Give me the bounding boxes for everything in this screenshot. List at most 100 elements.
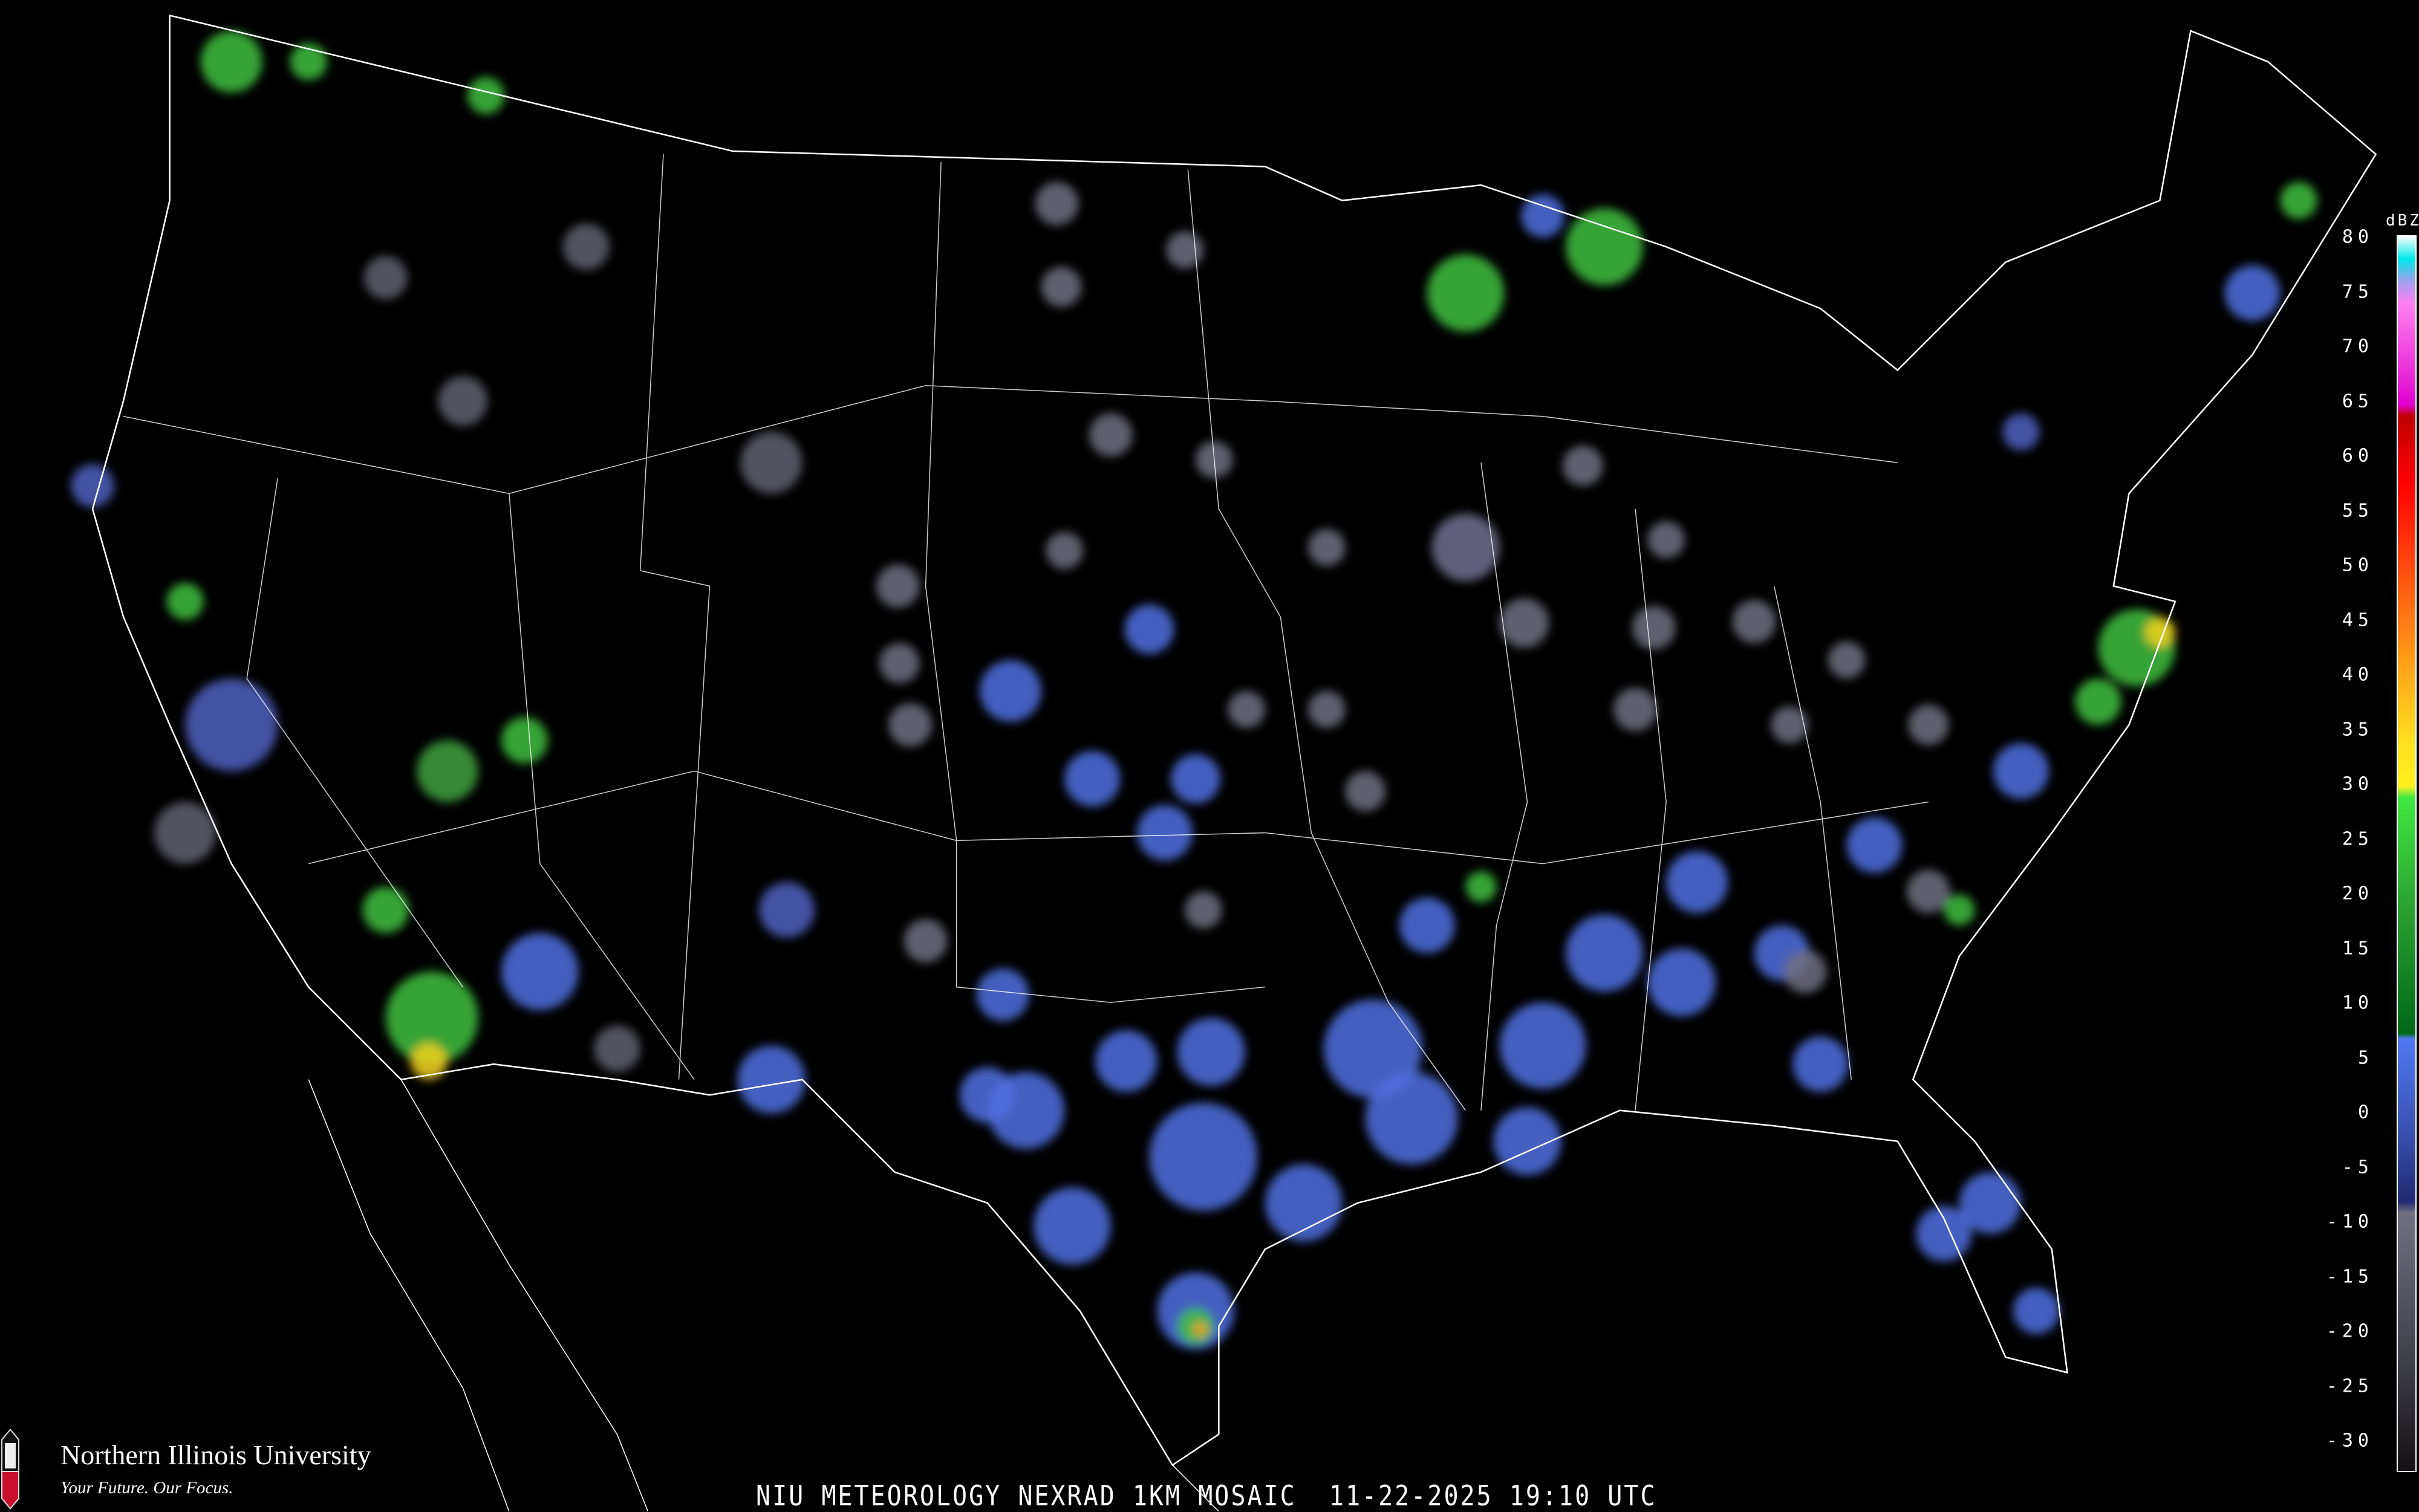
legend-tick-label: 75 xyxy=(2342,281,2374,302)
dbz-color-scale xyxy=(2397,235,2417,1472)
legend-tick-label: 25 xyxy=(2342,828,2374,849)
radar-echo xyxy=(1365,1071,1458,1165)
legend-tick-label: -20 xyxy=(2326,1320,2374,1342)
radar-echo xyxy=(2144,617,2175,648)
radar-echo xyxy=(2013,1288,2060,1334)
legend-tick-label: 50 xyxy=(2342,554,2374,576)
radar-echo xyxy=(1185,891,1222,929)
radar-echo xyxy=(1771,706,1808,744)
radar-echo xyxy=(1828,641,1866,679)
state-borders xyxy=(123,154,1929,1111)
radar-echo xyxy=(1465,871,1497,903)
radar-echo xyxy=(1907,869,1950,913)
radar-echo xyxy=(364,256,408,299)
radar-echo xyxy=(2002,413,2040,450)
radar-echo xyxy=(1308,529,1346,566)
radar-echo xyxy=(1427,254,1505,332)
radar-echo xyxy=(71,464,114,508)
legend-tick-label: 45 xyxy=(2342,609,2374,631)
caption-date: 11-22-2025 xyxy=(1329,1480,1493,1512)
us-outline xyxy=(91,14,2377,1467)
radar-echo xyxy=(1137,805,1193,861)
radar-echo xyxy=(1499,1002,1586,1089)
legend-tick-label: 30 xyxy=(2342,773,2374,795)
radar-echo xyxy=(1846,817,1903,873)
legend-tick-label: 10 xyxy=(2342,992,2374,1014)
radar-echo xyxy=(1908,704,1949,745)
radar-echo xyxy=(740,432,803,494)
radar-echo xyxy=(1192,1322,1208,1337)
radar-echo xyxy=(1149,1102,1258,1211)
legend-tick-label: 40 xyxy=(2342,664,2374,686)
radar-echo xyxy=(888,703,932,747)
caption-time: 19:10 UTC xyxy=(1509,1480,1657,1512)
legend-tick-label: 0 xyxy=(2357,1102,2374,1123)
radar-echo xyxy=(1265,1164,1343,1242)
radar-echo xyxy=(903,919,948,962)
legend-tick-label: 65 xyxy=(2342,391,2374,412)
radar-echo xyxy=(879,643,920,684)
radar-echo xyxy=(2075,678,2121,725)
radar-echo xyxy=(1944,894,1975,926)
legend-tick-label: 20 xyxy=(2342,883,2374,904)
radar-echo xyxy=(1124,605,1174,654)
radar-echo xyxy=(876,564,920,608)
niu-logo-icon xyxy=(1,1429,19,1510)
radar-echo xyxy=(563,223,610,270)
radar-echo xyxy=(1959,1172,2021,1234)
legend-tick-label: 55 xyxy=(2342,500,2374,521)
radar-echo xyxy=(1563,446,1603,486)
legend-tick-label: 70 xyxy=(2342,336,2374,357)
radar-echo xyxy=(416,740,478,802)
radar-echo xyxy=(185,678,278,771)
radar-echo xyxy=(1228,690,1265,728)
radar-echo xyxy=(1732,600,1776,643)
radar-echo xyxy=(1035,182,1079,226)
legend-unit-label: dBZ xyxy=(2386,212,2419,230)
caption-title: NIU METEOROLOGY NEXRAD 1KM MOSAIC xyxy=(756,1480,1297,1512)
logo-tagline: Your Future. Our Focus. xyxy=(60,1478,233,1497)
legend-tick-label: 35 xyxy=(2342,719,2374,740)
radar-echo xyxy=(1993,743,2049,799)
radar-echo xyxy=(1499,598,1549,648)
radar-echo xyxy=(362,886,409,933)
map-caption: NIU METEOROLOGY NEXRAD 1KM MOSAIC 11-22-… xyxy=(756,1481,1657,1512)
radar-echo xyxy=(1034,1187,1111,1265)
radar-echo xyxy=(438,376,488,426)
legend-tick-label: 15 xyxy=(2342,938,2374,959)
radar-echo xyxy=(1171,754,1220,804)
radar-echo xyxy=(1521,194,1564,238)
legend-tick-label: 80 xyxy=(2342,226,2374,248)
mexico-coastline xyxy=(308,1079,1219,1511)
radar-echo xyxy=(1647,521,1685,559)
radar-echo xyxy=(1916,1205,1972,1262)
radar-echo xyxy=(1345,771,1385,811)
radar-echo xyxy=(759,882,815,938)
radar-echo xyxy=(1399,897,1455,953)
radar-echo xyxy=(979,660,1041,722)
legend-tick-label: 60 xyxy=(2342,445,2374,467)
legend-tick-label: 5 xyxy=(2357,1047,2374,1068)
radar-echo xyxy=(1493,1107,1561,1175)
radar-echo xyxy=(1166,231,1203,268)
radar-echo xyxy=(959,1067,1015,1123)
radar-echo xyxy=(1566,208,1643,285)
radar-echo xyxy=(1783,950,1827,993)
radar-echo xyxy=(501,717,548,764)
legend-tick-label: -30 xyxy=(2326,1430,2374,1452)
radar-echo xyxy=(385,972,478,1065)
radar-echo xyxy=(1647,948,1716,1017)
radar-echo xyxy=(410,1042,448,1080)
legend-tick-label: -15 xyxy=(2326,1266,2374,1287)
radar-echo xyxy=(2280,182,2317,219)
radar-echo xyxy=(1632,606,1676,649)
radar-echo xyxy=(1566,914,1643,992)
radar-echo xyxy=(1792,1036,1849,1092)
radar-echo xyxy=(1308,690,1346,728)
radar-echo xyxy=(1095,1030,1157,1092)
radar-echo xyxy=(1323,999,1423,1098)
radar-echo xyxy=(1089,413,1133,457)
radar-echo xyxy=(1177,1017,1245,1086)
radar-echo xyxy=(1613,687,1657,732)
